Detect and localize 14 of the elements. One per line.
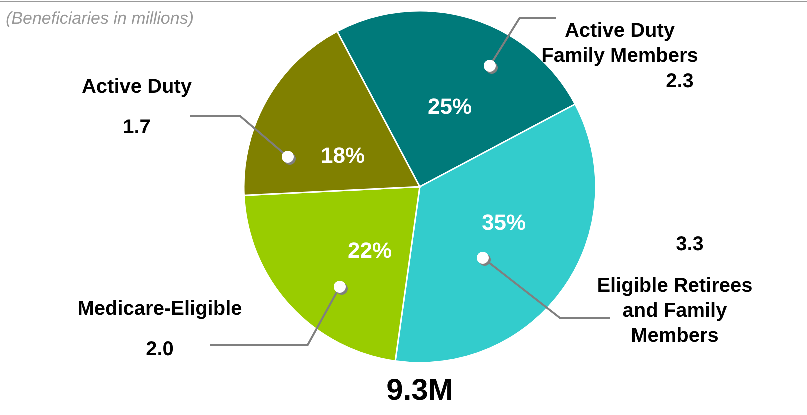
slice-label: Eligible Retirees and Family Members (597, 275, 753, 348)
text: (Beneficiaries in millions) (6, 9, 194, 28)
slice-label: Active Duty (82, 76, 193, 98)
text: 2.0 (146, 338, 174, 360)
text: 3.3 (676, 233, 704, 256)
data-label: 22% (348, 238, 392, 263)
text: 2.3 (666, 70, 694, 92)
text: 9.3M (386, 374, 454, 407)
data-label: 35% (482, 210, 526, 235)
data-label: 18% (320, 142, 366, 168)
text: 1.7 (123, 116, 151, 138)
slice-label: Active Duty Family Members (542, 20, 698, 68)
data-label: 25% (428, 94, 472, 119)
slice-label: Medicare-Eligible (78, 298, 242, 320)
